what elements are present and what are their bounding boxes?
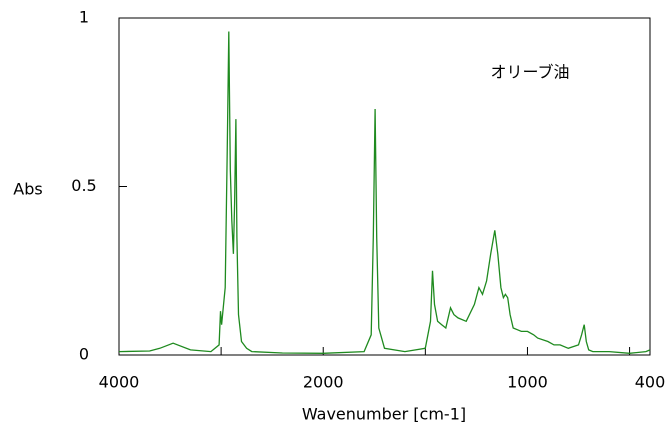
y-tick-label: 1: [79, 8, 89, 27]
x-axis-label: Wavenumber [cm-1]: [302, 405, 466, 424]
annotation: オリーブ油: [490, 63, 569, 82]
x-tick-label: 400: [635, 373, 666, 392]
spectrum-line: [118, 31, 651, 354]
x-tick-label: 1000: [507, 373, 548, 392]
y-axis-label: Abs: [13, 180, 42, 199]
x-tick-label: 2000: [303, 373, 344, 392]
y-tick-label: 0: [79, 345, 89, 364]
y-tick-label: 0.5: [71, 176, 96, 195]
x-tick-label: 4000: [99, 373, 140, 392]
plot-frame: [118, 17, 651, 356]
